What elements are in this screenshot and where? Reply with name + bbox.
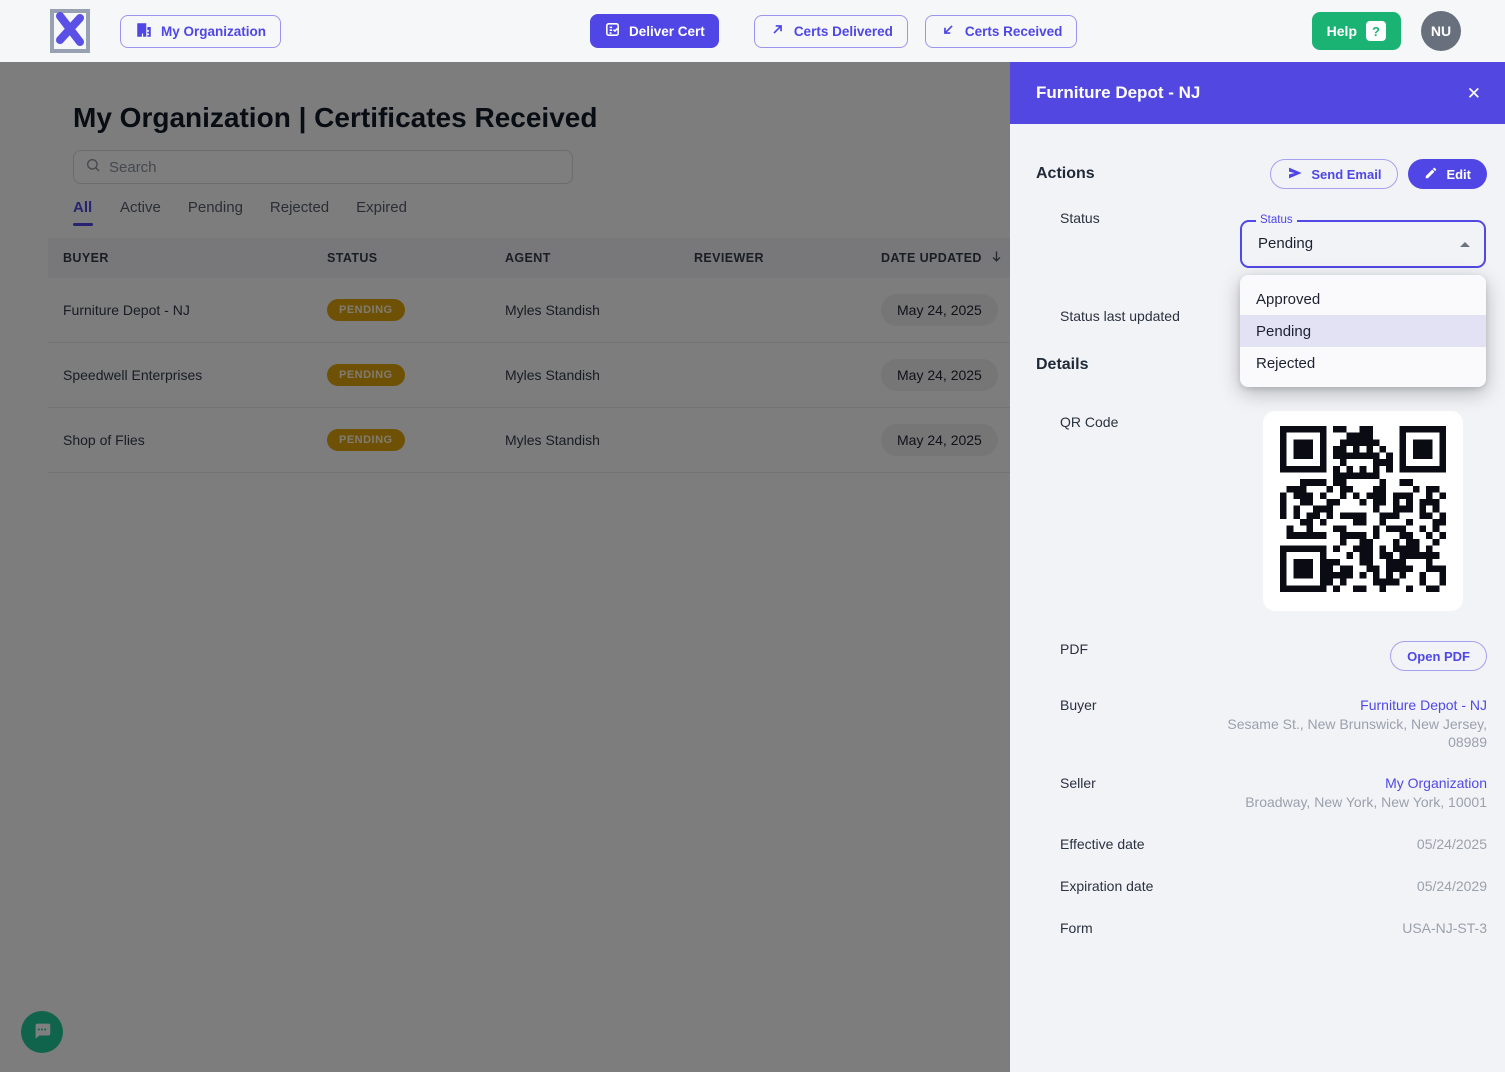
- actions-row: Actions Send Email Edit: [1036, 159, 1487, 189]
- form-value: USA-NJ-ST-3: [1402, 920, 1487, 936]
- my-organization-button[interactable]: My Organization: [120, 14, 282, 48]
- certs-delivered-button[interactable]: Certs Delivered: [753, 14, 908, 48]
- seller-address: Broadway, New York, New York, 10001: [1245, 794, 1487, 810]
- status-last-updated-label: Status last updated: [1060, 308, 1180, 324]
- buyer-link[interactable]: Furniture Depot - NJ: [1360, 697, 1487, 713]
- status-row-label: Status: [1060, 210, 1100, 226]
- form-label: Form: [1060, 920, 1093, 936]
- deliver-cert-label: Deliver Cert: [629, 23, 705, 39]
- menu-option-rejected[interactable]: Rejected: [1256, 354, 1316, 372]
- send-email-label: Send Email: [1311, 166, 1382, 182]
- my-organization-label: My Organization: [161, 23, 267, 39]
- status-select[interactable]: Status Pending: [1240, 214, 1486, 268]
- top-navbar: My Organization Deliver Cert Certs Deliv…: [0, 0, 1505, 62]
- cert-checklist-icon: [604, 21, 621, 41]
- avatar-initials: NU: [1430, 23, 1452, 39]
- buyer-value: Furniture Depot - NJ Sesame St., New Bru…: [1227, 695, 1487, 751]
- details-heading: Details: [1036, 356, 1089, 373]
- close-icon[interactable]: ✕: [1466, 83, 1481, 103]
- certs-received-button[interactable]: Certs Received: [924, 14, 1078, 48]
- question-mark-icon: ?: [1366, 21, 1386, 41]
- send-email-button[interactable]: Send Email: [1270, 159, 1399, 189]
- status-select-floating-label: Status: [1256, 214, 1297, 226]
- deliver-cert-button[interactable]: Deliver Cert: [590, 14, 719, 48]
- drawer-header: Furniture Depot - NJ ✕: [1010, 62, 1505, 124]
- seller-value: My Organization Broadway, New York, New …: [1245, 773, 1487, 811]
- certificate-detail-drawer: Furniture Depot - NJ ✕ Actions Send Emai…: [1010, 62, 1505, 1072]
- seller-label: Seller: [1060, 775, 1096, 791]
- help-button[interactable]: Help ?: [1311, 12, 1401, 50]
- qr-code-image: [1280, 425, 1446, 597]
- status-select-value: Pending: [1258, 235, 1314, 252]
- seller-link[interactable]: My Organization: [1385, 775, 1487, 791]
- qr-code-label: QR Code: [1060, 414, 1119, 430]
- pencil-icon: [1424, 166, 1438, 183]
- expiration-date-value: 05/24/2029: [1416, 878, 1487, 894]
- send-icon: [1287, 165, 1303, 184]
- certs-delivered-label: Certs Delivered: [793, 23, 893, 39]
- building-icon: [135, 21, 153, 42]
- buyer-label: Buyer: [1060, 697, 1097, 713]
- app-logo[interactable]: [50, 9, 90, 53]
- menu-option-approved[interactable]: Approved: [1256, 290, 1321, 308]
- qr-code: [1263, 411, 1463, 611]
- open-pdf-label: Open PDF: [1407, 648, 1470, 664]
- collapse-arrow-icon: [1460, 242, 1470, 247]
- drawer-title: Furniture Depot - NJ: [1036, 83, 1201, 102]
- actions-heading: Actions: [1036, 165, 1095, 182]
- effective-date-label: Effective date: [1060, 836, 1145, 852]
- effective-date-value: 05/24/2025: [1416, 836, 1487, 852]
- buyer-address-line2: 08989: [1448, 734, 1487, 750]
- user-avatar[interactable]: NU: [1421, 11, 1461, 51]
- status-options-menu: Approved Pending Rejected: [1240, 275, 1486, 387]
- open-pdf-button[interactable]: Open PDF: [1390, 641, 1487, 671]
- expiration-date-label: Expiration date: [1060, 878, 1154, 894]
- certs-received-label: Certs Received: [964, 23, 1063, 39]
- pdf-label: PDF: [1060, 641, 1088, 657]
- arrow-up-right-icon: [769, 21, 786, 41]
- checkbox-x-icon: [53, 10, 87, 53]
- menu-option-pending[interactable]: Pending: [1240, 315, 1486, 347]
- buyer-address-line1: Sesame St., New Brunswick, New Jersey,: [1227, 716, 1487, 732]
- help-label: Help: [1326, 23, 1357, 39]
- edit-button[interactable]: Edit: [1408, 159, 1487, 189]
- arrow-down-left-icon: [940, 21, 957, 41]
- edit-label: Edit: [1446, 166, 1471, 182]
